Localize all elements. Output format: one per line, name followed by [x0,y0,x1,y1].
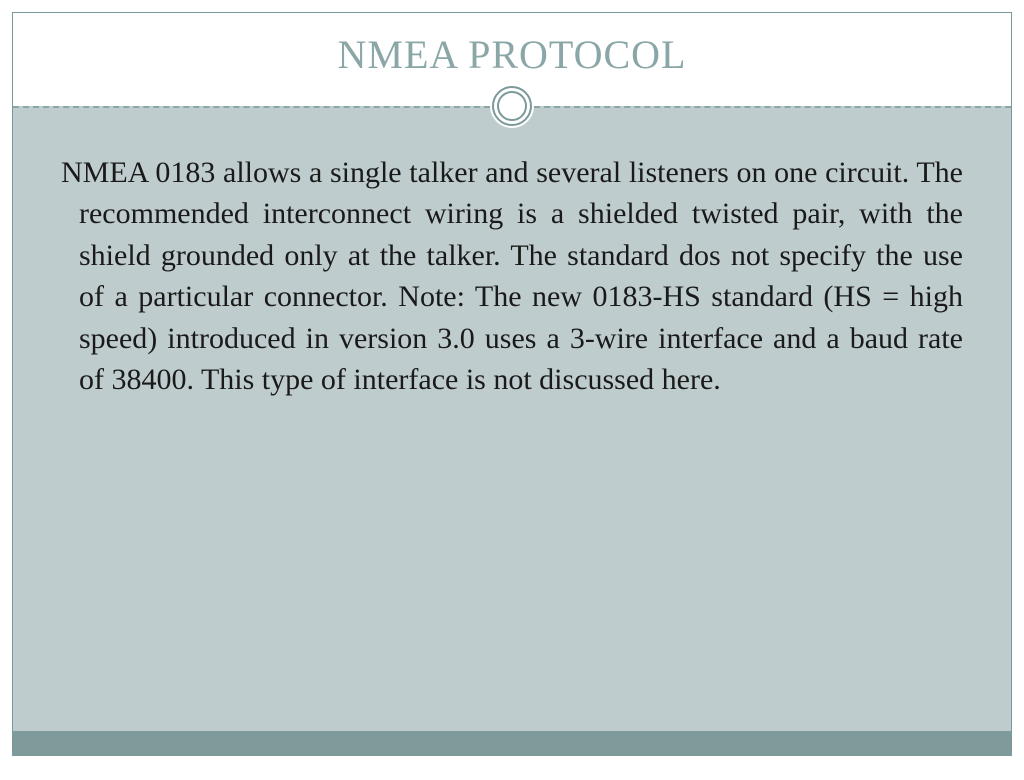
ring-outer-icon [492,86,532,126]
slide-container: NMEA PROTOCOL NMEA 0183 allows a single … [12,12,1012,756]
footer-bar [13,731,1011,755]
ring-inner-icon [497,91,527,121]
ring-ornament [490,84,534,128]
slide-body: NMEA 0183 allows a single talker and sev… [13,106,1011,731]
body-paragraph: NMEA 0183 allows a single talker and sev… [79,152,963,400]
slide-title: NMEA PROTOCOL [13,31,1011,78]
